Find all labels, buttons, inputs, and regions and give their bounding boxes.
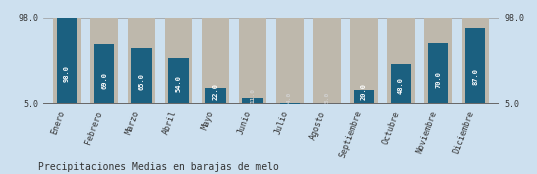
Bar bbox=[165, 18, 192, 104]
Text: 54.0: 54.0 bbox=[176, 75, 182, 92]
Text: 4.0: 4.0 bbox=[287, 92, 292, 103]
Text: Precipitaciones Medias en barajas de melo: Precipitaciones Medias en barajas de mel… bbox=[38, 162, 279, 172]
Bar bbox=[94, 44, 114, 104]
Bar bbox=[131, 48, 151, 104]
Bar bbox=[205, 88, 226, 104]
Bar bbox=[168, 58, 188, 104]
Text: 69.0: 69.0 bbox=[101, 72, 107, 89]
Text: 5.0: 5.0 bbox=[324, 92, 329, 103]
Text: 70.0: 70.0 bbox=[435, 72, 441, 88]
Bar bbox=[461, 18, 489, 104]
Bar bbox=[57, 18, 77, 104]
Bar bbox=[465, 28, 485, 104]
Text: 98.0: 98.0 bbox=[64, 65, 70, 82]
Bar bbox=[424, 18, 452, 104]
Bar bbox=[276, 18, 303, 104]
Text: 20.0: 20.0 bbox=[361, 83, 367, 100]
Bar bbox=[354, 90, 374, 104]
Bar bbox=[391, 64, 411, 104]
Text: 22.0: 22.0 bbox=[213, 82, 219, 100]
Text: 87.0: 87.0 bbox=[472, 68, 478, 85]
Bar bbox=[202, 18, 229, 104]
Bar bbox=[239, 18, 266, 104]
Bar bbox=[90, 18, 118, 104]
Bar bbox=[53, 18, 81, 104]
Bar bbox=[127, 18, 155, 104]
Text: 48.0: 48.0 bbox=[398, 77, 404, 94]
Bar bbox=[428, 43, 448, 104]
Bar bbox=[350, 18, 378, 104]
Text: 65.0: 65.0 bbox=[139, 73, 144, 90]
Text: 11.0: 11.0 bbox=[250, 88, 255, 103]
Bar bbox=[242, 98, 263, 104]
Bar bbox=[313, 18, 340, 104]
Bar bbox=[387, 18, 415, 104]
